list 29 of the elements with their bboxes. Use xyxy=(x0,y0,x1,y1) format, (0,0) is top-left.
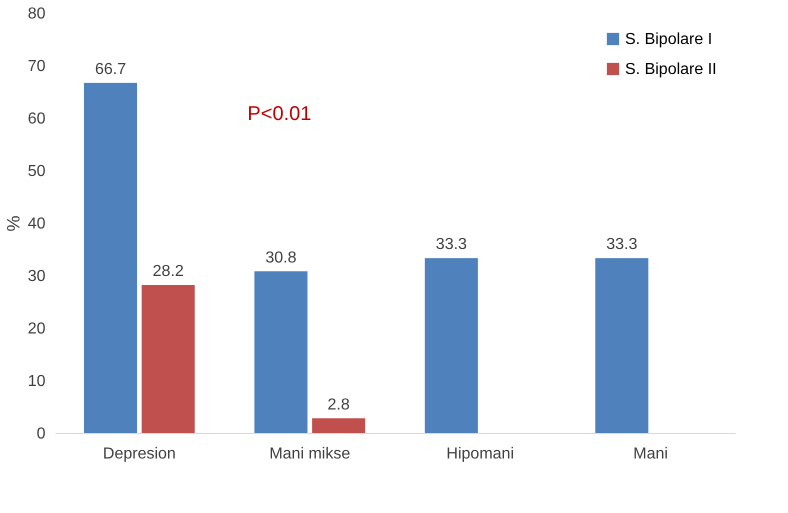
bar xyxy=(254,271,308,433)
annotation: P<0.01 xyxy=(247,102,312,125)
y-tick-label: 40 xyxy=(28,216,46,232)
data-label: 66.7 xyxy=(94,60,126,78)
x-tick-label: Mani xyxy=(633,446,668,462)
y-tick-label: 10 xyxy=(28,373,46,390)
data-label: 33.3 xyxy=(436,236,468,254)
y-tick-label: 70 xyxy=(28,58,46,75)
legend-label: S. Bipolare II xyxy=(625,61,717,78)
y-tick-label: 0 xyxy=(36,426,46,442)
y-tick-label: 30 xyxy=(28,268,46,285)
bar xyxy=(312,418,366,433)
data-label: 2.8 xyxy=(328,396,350,414)
y-tick-label: 60 xyxy=(28,110,46,128)
x-tick-label: Depresion xyxy=(102,446,176,462)
bar xyxy=(595,258,648,433)
bar xyxy=(84,82,138,433)
y-tick-label: 50 xyxy=(28,163,46,180)
y-axis-title: % xyxy=(4,215,24,232)
data-label: 33.3 xyxy=(606,236,638,254)
y-tick-label: 80 xyxy=(28,6,46,22)
x-tick-label: Hipomani xyxy=(446,446,514,462)
legend-label: S. Bipolare I xyxy=(625,31,712,48)
bar xyxy=(142,284,195,433)
y-tick-label: 20 xyxy=(28,320,46,338)
bar xyxy=(424,258,478,433)
data-label: 28.2 xyxy=(152,262,184,280)
data-label: 30.8 xyxy=(265,249,297,266)
x-tick-label: Mani mikse xyxy=(269,446,350,462)
